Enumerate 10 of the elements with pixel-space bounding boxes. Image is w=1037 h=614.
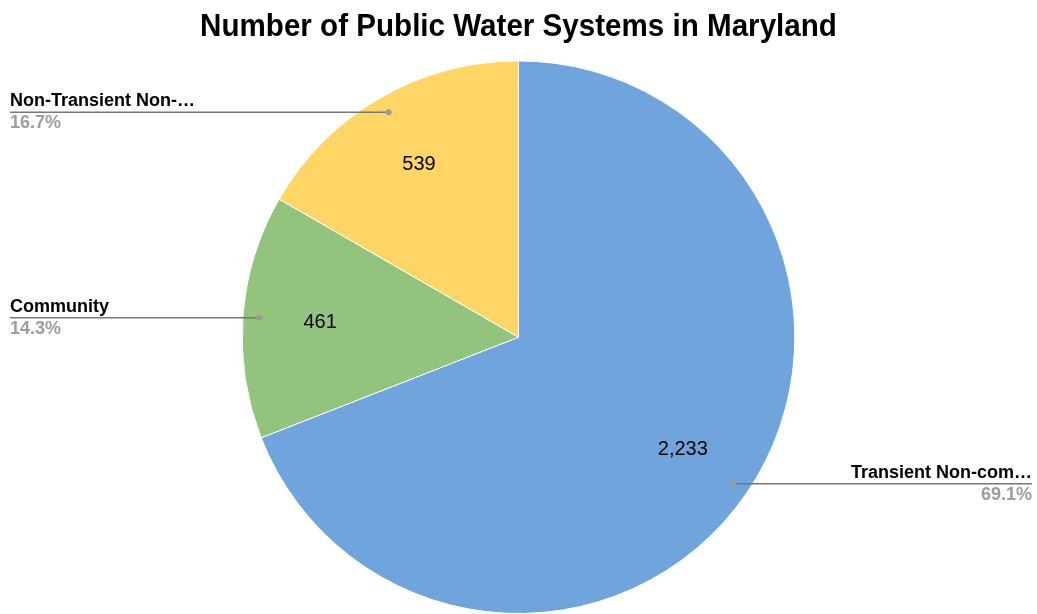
text: 14.3% [10,317,62,338]
chart-title: Number of Public Water Systems in Maryland [200,6,837,44]
text: 69.1% [980,483,1032,504]
data-label: 539 [402,152,436,175]
slice-label: Transient Non-com… [850,461,1032,482]
slice-label: Community [10,295,109,316]
data-label: 2,233 [657,436,708,459]
data-label: 461 [303,309,337,332]
slice-label: Non-Transient Non-… [10,90,195,111]
text: 16.7% [10,112,62,133]
